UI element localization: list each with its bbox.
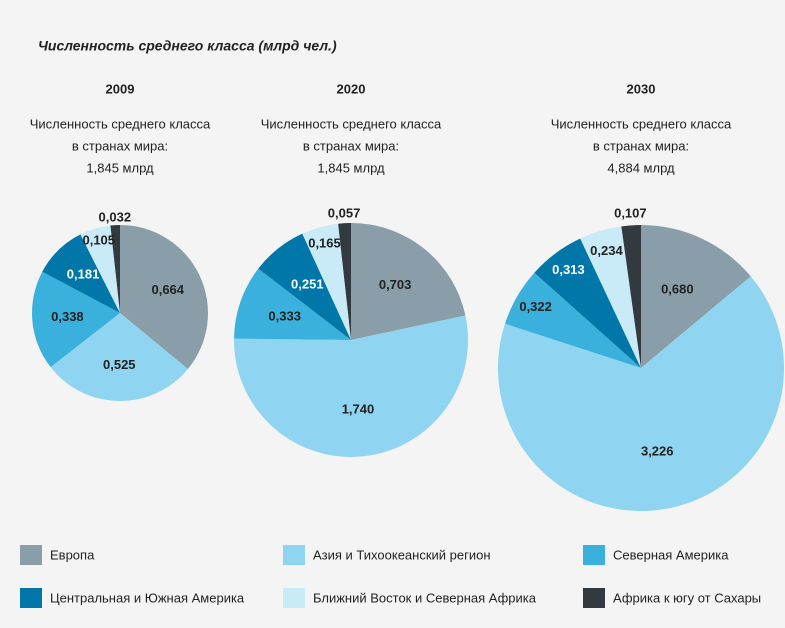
legend-swatch — [583, 588, 605, 608]
data-label: 0,057 — [328, 205, 361, 220]
chart-title: Численность среднего класса (млрд чел.) — [38, 38, 337, 54]
pie-slice — [234, 315, 469, 457]
pie-slice — [258, 233, 351, 340]
pie-subtitle: в странах мира: — [72, 138, 168, 153]
pie-slice — [110, 225, 120, 313]
legend-label: Ближний Восток и Северная Африка — [313, 590, 537, 605]
legend-label: Африка к югу от Сахары — [613, 590, 761, 605]
pie-slice — [641, 225, 751, 368]
data-label: 0,181 — [67, 267, 100, 282]
pie-title: 2030 — [627, 81, 656, 96]
pie-slice — [505, 272, 641, 368]
pie-title: 2009 — [106, 81, 135, 96]
pie-subtitle: 1,845 млрд — [317, 160, 385, 175]
pie-slice — [338, 223, 351, 340]
pie-subtitle: Численность среднего класса — [261, 116, 442, 131]
data-label: 0,234 — [590, 243, 623, 258]
data-label: 0,313 — [552, 262, 585, 277]
legend-label: Центральная и Южная Америка — [50, 590, 245, 605]
data-label: 0,680 — [661, 282, 694, 297]
pie-slice — [621, 225, 641, 368]
data-label: 0,338 — [51, 309, 84, 324]
pie-subtitle: Численность среднего класса — [551, 116, 732, 131]
data-label: 0,664 — [151, 282, 184, 297]
data-label: 0,165 — [308, 236, 341, 251]
data-label: 0,525 — [103, 357, 136, 372]
pie-slice — [534, 238, 641, 368]
legend-swatch — [20, 588, 42, 608]
pie-slice — [42, 234, 120, 313]
data-label: 0,251 — [291, 277, 324, 292]
pie-slice — [580, 226, 641, 368]
pie-subtitle: в странах мира: — [593, 138, 689, 153]
pie-slice — [351, 223, 466, 340]
pie-slice — [302, 223, 351, 340]
data-label: 0,322 — [519, 299, 552, 314]
pie-slice — [50, 313, 188, 401]
data-label: 0,703 — [379, 277, 412, 292]
legend-label: Северная Америка — [613, 547, 729, 562]
legend-swatch — [283, 588, 305, 608]
data-label: 0,032 — [99, 210, 132, 225]
data-label: 3,226 — [641, 444, 674, 459]
legend-label: Азия и Тихоокеанский регион — [313, 547, 491, 562]
data-label: 0,105 — [82, 233, 115, 248]
pie-slice — [120, 225, 209, 370]
data-label: 1,740 — [342, 401, 375, 416]
data-label: 0,107 — [614, 205, 647, 220]
legend-swatch — [20, 545, 42, 565]
legend-label: Европа — [50, 547, 95, 562]
pie-subtitle: 1,845 млрд — [86, 160, 154, 175]
pie-slice — [498, 276, 784, 511]
pie-slice — [80, 225, 120, 313]
pie-title: 2020 — [337, 81, 366, 96]
legend-swatch — [283, 545, 305, 565]
pie-slice — [234, 268, 351, 340]
pie-subtitle: Численность среднего класса — [30, 116, 211, 131]
pie-subtitle: в странах мира: — [303, 138, 399, 153]
data-label: 0,333 — [268, 308, 301, 323]
pie-slice — [31, 271, 120, 368]
pie-subtitle: 4,884 млрд — [607, 160, 675, 175]
legend-swatch — [583, 545, 605, 565]
